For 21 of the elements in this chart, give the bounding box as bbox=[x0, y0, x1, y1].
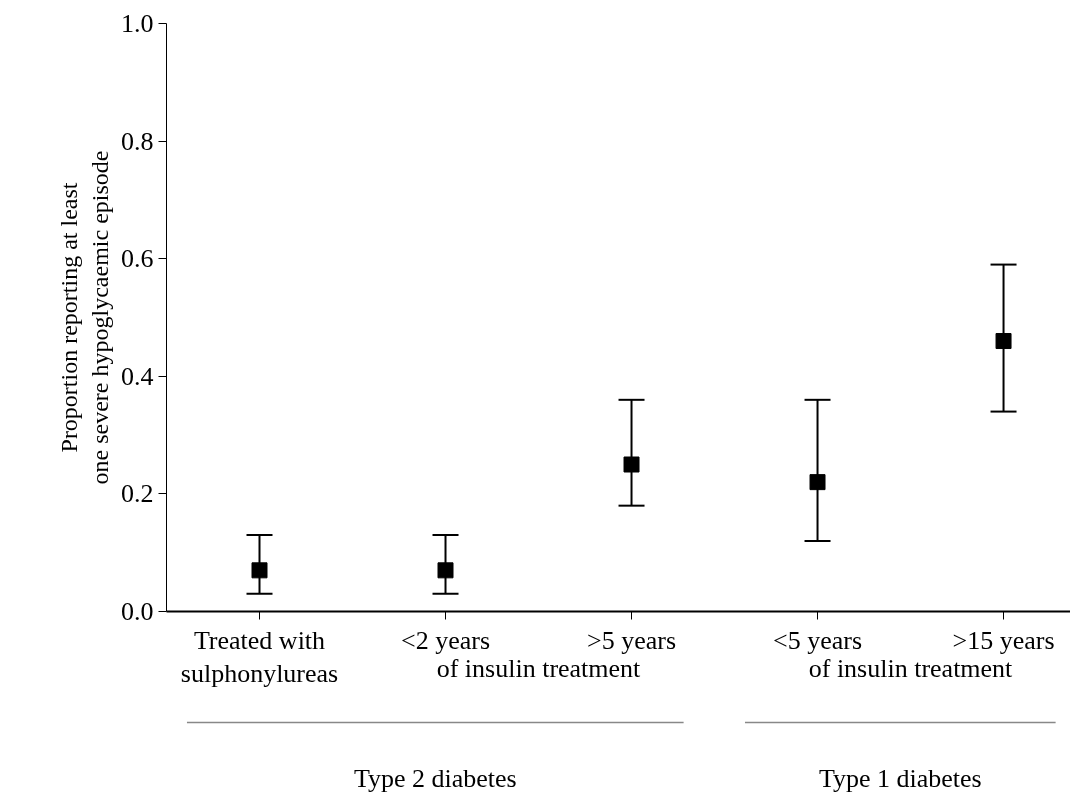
x-tick-label: >15 years bbox=[952, 625, 1055, 655]
y-tick-label: 1.0 bbox=[121, 9, 154, 38]
point bbox=[623, 456, 640, 473]
text: of insulin treatment bbox=[808, 654, 1014, 683]
y-tick-label: 0.6 bbox=[121, 244, 154, 274]
y-tick-label: 0.4 bbox=[121, 361, 154, 391]
text: Type 1 diabetes bbox=[818, 764, 982, 793]
point bbox=[251, 562, 268, 579]
point bbox=[995, 333, 1012, 350]
x-tick-label: Treated with sulphonylureas bbox=[180, 625, 339, 688]
y-tick-label: 0.8 bbox=[121, 126, 154, 156]
y-axis-title: Proportion reporting at least one severe hypoglycaemic episode bbox=[55, 150, 113, 485]
x-tick-label: <5 years bbox=[773, 625, 863, 655]
x-tick-label: <2 years bbox=[401, 625, 491, 655]
point bbox=[809, 474, 826, 491]
x-tick-label: >5 years bbox=[587, 625, 677, 655]
y-tick-label: 0.2 bbox=[121, 479, 154, 509]
y-tick-label: 0.0 bbox=[121, 597, 154, 626]
point bbox=[437, 562, 454, 579]
text: of insulin treatment bbox=[436, 654, 642, 683]
text: Type 2 diabetes bbox=[353, 764, 517, 793]
